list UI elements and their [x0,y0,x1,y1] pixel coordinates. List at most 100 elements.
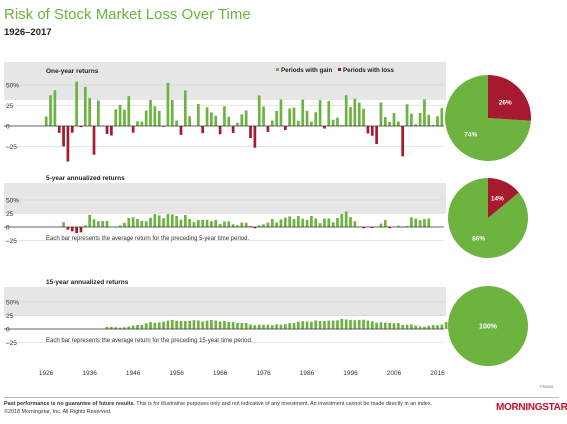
bar-1932 [70,227,74,232]
legend-label: Periods with gain [281,67,332,74]
bar-1963 [205,320,209,329]
brand-logo: MORNINGSTAR [496,402,567,413]
bar-1948 [140,324,144,329]
bar-1992 [331,119,335,126]
bar-2008 [401,126,405,157]
bar-1971 [240,222,244,227]
panel-2: 50% 25 0 –25 5-year annualized returns Each b… [4,175,529,258]
bar-2003 [379,223,383,227]
bar-2014 [427,114,431,126]
bar-1975 [257,324,261,329]
bar-2004 [383,220,387,227]
bar-1993 [336,320,339,329]
bar-1980 [279,219,283,227]
bar-1956 [175,120,178,126]
bar-2001 [370,321,374,329]
bar-1971 [240,114,244,126]
bar-1930 [62,126,65,147]
bar-1995 [344,211,348,227]
bar-1977 [266,324,270,329]
y-tick-label: 25 [6,103,14,110]
chart-area: 50% 25 0 –25 One-year returns Periods with ga… [4,62,532,377]
bar-2017 [440,324,444,329]
bar-1984 [297,215,300,227]
y-tick-label: 50% [6,83,19,90]
y-tick-label: 50% [6,300,19,307]
bar-1955 [170,100,174,126]
bar-1963 [205,107,209,126]
bar-1993 [336,218,339,227]
bar-1973 [249,225,252,227]
bar-1984 [297,120,300,126]
bar-2007 [397,323,400,329]
x-tick-label: 1956 [169,370,184,377]
bar-1986 [305,110,309,126]
bar-1979 [275,324,278,329]
y-tick-label: 25 [6,211,14,218]
bar-1934 [79,126,83,128]
bar-1974 [253,126,257,148]
bar-2003 [379,322,383,329]
panel-title: One-year returns [46,68,99,75]
bar-2001 [370,227,374,229]
bar-1939 [101,221,105,227]
bar-1999 [362,319,365,329]
bar-1996 [349,319,352,329]
pie-label: 14% [491,196,504,203]
x-tick-label: 1986 [300,370,315,377]
x-tick-label: 1996 [343,370,358,377]
pie-label: 86% [472,235,485,242]
bar-1974 [253,227,257,229]
bar-1932 [70,126,74,133]
bar-1982 [288,216,291,227]
bar-1958 [183,90,187,126]
bar-2011 [414,325,418,329]
bar-1999 [362,227,365,229]
bar-1947 [136,121,139,126]
bar-1944 [123,222,126,227]
disclaimer-rest: This is for illustrative purposes only a… [134,401,433,407]
bar-1949 [144,221,148,227]
bar-1968 [227,116,231,126]
bar-2005 [388,121,391,126]
bar-1970 [236,225,239,227]
bar-2013 [423,326,426,329]
bar-1988 [314,112,318,126]
bar-1942 [114,327,118,329]
bar-1975 [257,225,261,227]
bar-1937 [92,126,96,155]
bar-2012 [418,326,422,329]
bar-1983 [292,323,296,329]
bar-1969 [231,224,235,227]
bar-1950 [149,100,152,126]
bar-1986 [305,219,309,227]
bar-1968 [227,221,231,227]
bar-1996 [349,217,352,227]
bar-1967 [223,321,226,329]
bar-1948 [140,121,144,126]
bar-2007 [397,225,400,227]
bar-1937 [92,219,96,227]
bar-1990 [323,218,326,227]
bar-1955 [170,214,174,227]
bar-1950 [149,322,152,329]
bar-1969 [231,321,235,329]
bar-1946 [131,126,135,133]
bar-1973 [249,324,252,329]
bar-1984 [297,321,300,329]
bar-1952 [157,215,161,227]
bar-2016 [436,325,439,329]
bar-1951 [153,322,157,329]
bar-1970 [236,323,239,329]
bar-1976 [262,106,265,126]
bar-1944 [123,327,126,329]
bar-1935 [83,225,87,227]
bar-1949 [144,323,148,329]
copyright-text: ©2018 Morningstar, Inc. All Rights Reser… [4,409,112,415]
bar-1962 [201,126,205,134]
bar-1981 [283,324,287,329]
bar-1958 [183,320,187,329]
bar-1975 [257,95,261,126]
bar-1994 [340,124,344,126]
bar-1944 [123,109,126,126]
